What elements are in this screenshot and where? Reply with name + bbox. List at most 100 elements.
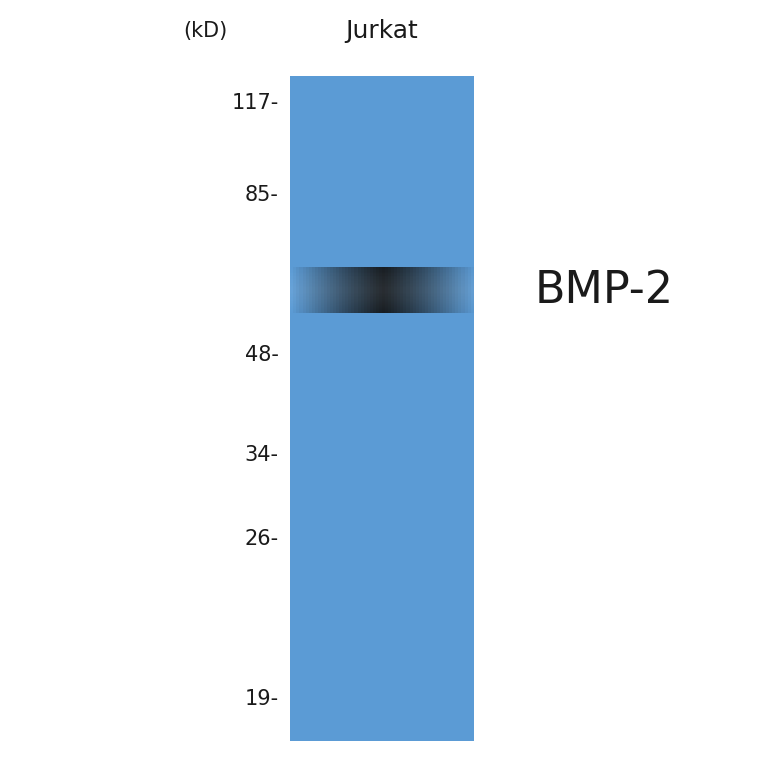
Bar: [309, 267, 312, 313]
Text: 19-: 19-: [244, 689, 279, 709]
Text: BMP-2: BMP-2: [535, 269, 674, 312]
Bar: [306, 267, 309, 313]
Bar: [321, 267, 324, 313]
Bar: [290, 309, 474, 310]
Bar: [348, 267, 351, 313]
Bar: [290, 274, 474, 275]
Bar: [290, 279, 474, 280]
Bar: [290, 303, 474, 304]
Bar: [290, 271, 474, 272]
Bar: [290, 76, 474, 741]
Bar: [290, 293, 474, 294]
Bar: [290, 302, 474, 303]
Bar: [290, 283, 474, 284]
Bar: [290, 298, 474, 299]
Bar: [351, 267, 354, 313]
Bar: [333, 267, 336, 313]
Bar: [367, 267, 370, 313]
Bar: [403, 267, 406, 313]
Bar: [315, 267, 318, 313]
Bar: [373, 267, 376, 313]
Bar: [290, 276, 474, 277]
Bar: [428, 267, 431, 313]
Bar: [468, 267, 471, 313]
Bar: [290, 306, 474, 307]
Bar: [290, 294, 474, 295]
Bar: [290, 311, 474, 312]
Bar: [290, 278, 474, 279]
Bar: [345, 267, 348, 313]
Bar: [458, 267, 461, 313]
Bar: [290, 290, 474, 291]
Bar: [290, 288, 474, 289]
Bar: [290, 269, 474, 270]
Bar: [290, 287, 474, 288]
Bar: [425, 267, 428, 313]
Bar: [290, 310, 474, 311]
Bar: [290, 267, 474, 268]
Bar: [358, 267, 361, 313]
Bar: [370, 267, 373, 313]
Bar: [290, 275, 474, 276]
Bar: [290, 292, 474, 293]
Bar: [446, 267, 449, 313]
Bar: [406, 267, 410, 313]
Bar: [413, 267, 416, 313]
Text: 26-: 26-: [244, 529, 279, 549]
Bar: [410, 267, 413, 313]
Bar: [339, 267, 342, 313]
Bar: [471, 267, 474, 313]
Bar: [443, 267, 446, 313]
Bar: [290, 304, 474, 305]
Text: 117-: 117-: [231, 93, 279, 113]
Bar: [290, 296, 474, 297]
Bar: [465, 267, 468, 313]
Bar: [290, 273, 474, 274]
Bar: [290, 270, 474, 271]
Bar: [342, 267, 345, 313]
Bar: [455, 267, 458, 313]
Bar: [400, 267, 403, 313]
Bar: [290, 289, 474, 290]
Bar: [290, 281, 474, 282]
Bar: [437, 267, 440, 313]
Bar: [394, 267, 397, 313]
Bar: [290, 267, 293, 313]
Bar: [290, 277, 474, 278]
Bar: [290, 299, 474, 300]
Bar: [330, 267, 333, 313]
Bar: [290, 280, 474, 281]
Bar: [391, 267, 394, 313]
Bar: [290, 295, 474, 296]
Bar: [327, 267, 330, 313]
Bar: [379, 267, 382, 313]
Bar: [388, 267, 391, 313]
Bar: [336, 267, 339, 313]
Bar: [452, 267, 455, 313]
Text: (kD): (kD): [183, 21, 228, 40]
Bar: [382, 267, 385, 313]
Bar: [290, 268, 474, 269]
Bar: [290, 305, 474, 306]
Bar: [434, 267, 437, 313]
Bar: [422, 267, 425, 313]
Bar: [290, 286, 474, 287]
Text: Jurkat: Jurkat: [345, 18, 419, 43]
Bar: [440, 267, 443, 313]
Bar: [296, 267, 299, 313]
Bar: [290, 285, 474, 286]
Bar: [290, 312, 474, 313]
Bar: [461, 267, 465, 313]
Bar: [290, 282, 474, 283]
Bar: [376, 267, 379, 313]
Bar: [364, 267, 367, 313]
Bar: [385, 267, 388, 313]
Bar: [431, 267, 434, 313]
Bar: [324, 267, 327, 313]
Bar: [290, 300, 474, 301]
Bar: [290, 308, 474, 309]
Bar: [449, 267, 452, 313]
Bar: [397, 267, 400, 313]
Text: 34-: 34-: [244, 445, 279, 465]
Bar: [303, 267, 306, 313]
